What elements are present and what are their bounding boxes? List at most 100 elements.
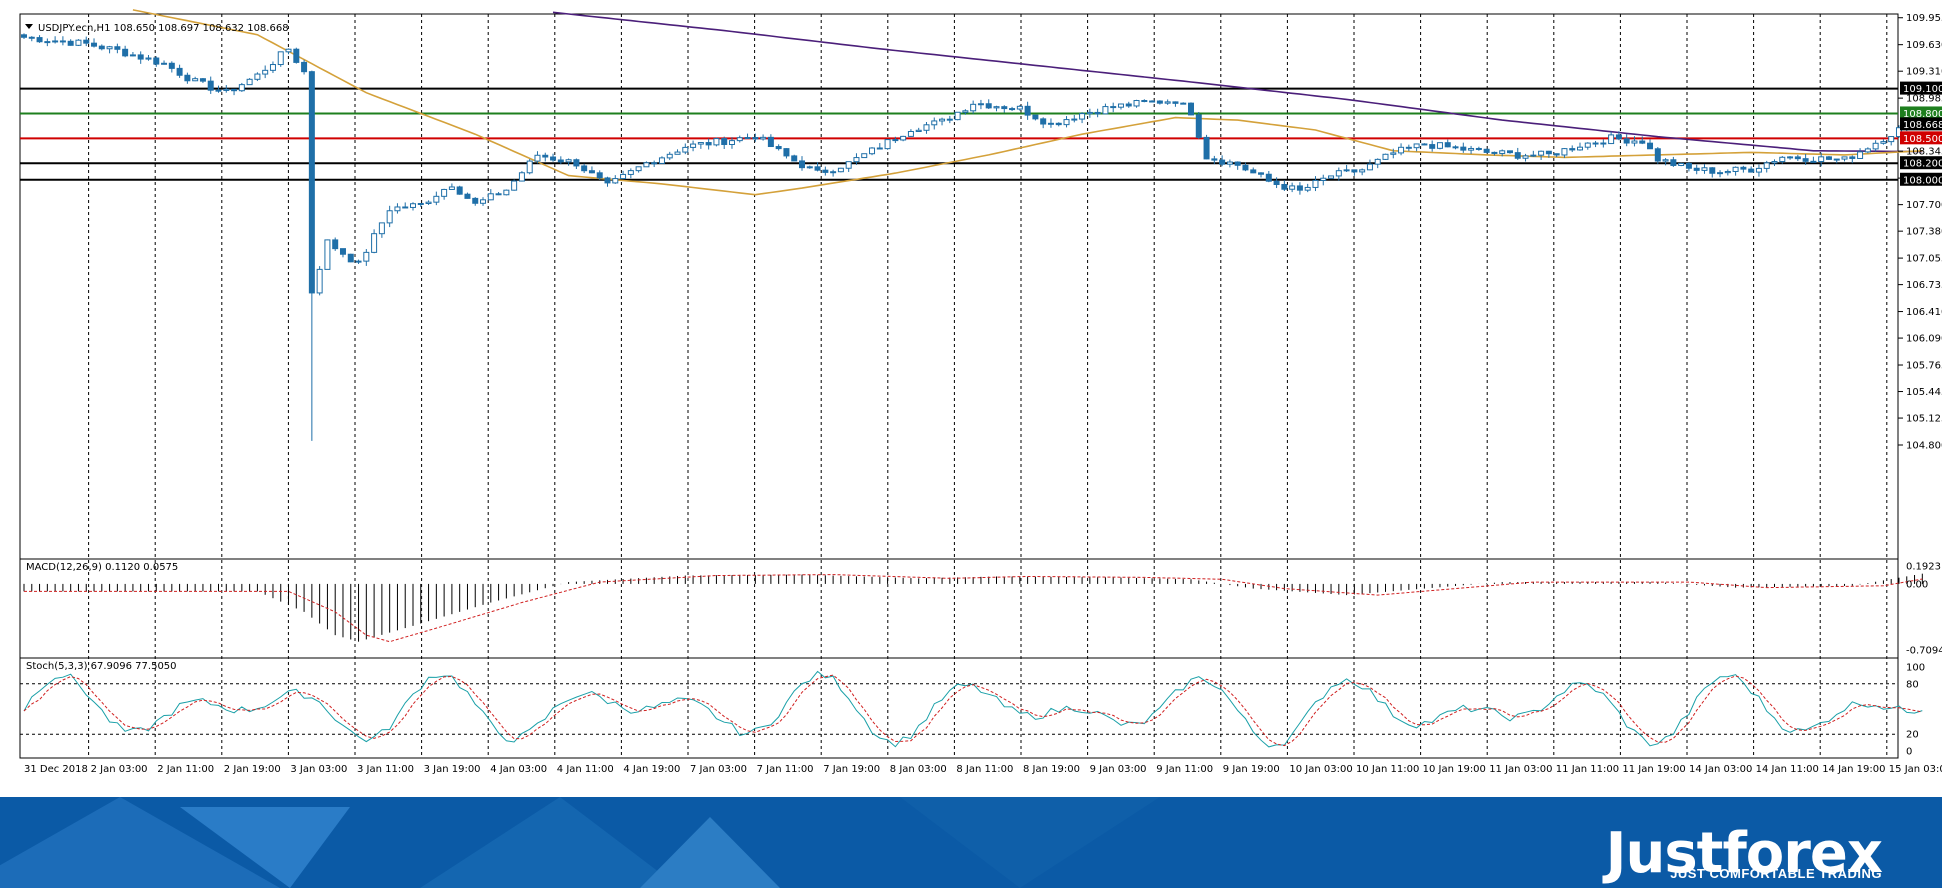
candle-body (884, 139, 891, 150)
candle-body (28, 36, 35, 39)
price-tick-label: 106.410 (1906, 307, 1942, 318)
candle-body (1234, 161, 1241, 166)
candle-body (1662, 159, 1669, 162)
price-tick-label: 109.310 (1906, 67, 1942, 78)
candle-body (1514, 152, 1521, 159)
candle-body (1328, 175, 1335, 179)
time-label: 2 Jan 11:00 (157, 764, 214, 775)
candle-body (651, 162, 658, 165)
candle-body (1654, 148, 1661, 162)
candle-body (1281, 183, 1288, 190)
price-tick-label: 107.380 (1906, 227, 1942, 238)
stoch-tick-label: 0 (1906, 747, 1912, 758)
candle-body (417, 202, 424, 205)
candle-body (1242, 164, 1249, 171)
candle-body (1771, 161, 1778, 164)
candle-body (1024, 105, 1031, 116)
candle-body (1483, 148, 1490, 153)
macd-label: MACD(12,26,9) 0.1120 0.0575 (26, 562, 178, 573)
candle-body (565, 159, 572, 163)
macd-tick-label: -0.7094 (1906, 646, 1942, 657)
candle-body (713, 138, 720, 146)
candle-body (425, 201, 432, 204)
candle-body (176, 67, 183, 76)
candle-body (1040, 118, 1047, 125)
stochastic-lines: 100 80 20 0 (20, 663, 1925, 758)
time-label: 8 Jan 19:00 (1023, 764, 1080, 775)
time-label: 4 Jan 19:00 (623, 764, 680, 775)
stoch-tick-label: 20 (1906, 730, 1919, 741)
candle-body (939, 118, 946, 122)
candle-body (830, 171, 837, 174)
candle-body (837, 167, 844, 173)
candle-body (1180, 102, 1187, 105)
candle-body (378, 222, 385, 235)
candle-body (83, 39, 90, 44)
candle-body (285, 48, 292, 53)
price-tick-label: 108.345 (1906, 147, 1942, 158)
candle-body (1429, 144, 1436, 149)
candle-body (1818, 156, 1825, 162)
current-price-badge (1900, 117, 1942, 131)
candle-body (1779, 156, 1786, 163)
time-label: 31 Dec 2018 (24, 764, 88, 775)
candle-body (1296, 185, 1303, 191)
candle-body (1094, 111, 1101, 115)
candle-body (316, 268, 323, 294)
candle-body (1763, 162, 1770, 169)
level-badge-label: 108.000 (1903, 175, 1942, 186)
candle-body (1141, 100, 1148, 103)
candle-body (448, 186, 455, 190)
candle-body (752, 137, 759, 140)
candle-body (1452, 146, 1459, 149)
vertical-grid (88, 14, 1888, 758)
candle-body (697, 142, 704, 145)
candle-body (674, 151, 681, 155)
price-tick-label: 106.735 (1906, 280, 1942, 291)
candle-body (1724, 170, 1731, 174)
candle-body (682, 146, 689, 153)
candle-body (371, 233, 378, 253)
level-badge-label: 108.500 (1903, 134, 1942, 145)
current-price-label: 108.668 (1903, 120, 1942, 131)
stoch-d-line (23, 674, 1923, 747)
level-badge (1900, 172, 1942, 186)
dropdown-triangle-icon[interactable] (25, 24, 33, 29)
candle-body (604, 177, 611, 184)
candle-body (1164, 101, 1171, 104)
candle-body (799, 160, 805, 169)
time-label: 15 Jan 03:00 (1889, 764, 1942, 775)
candle-body (1117, 103, 1124, 108)
time-label: 7 Jan 03:00 (690, 764, 747, 775)
candle-body (1701, 167, 1708, 171)
price-tick-label: 104.800 (1906, 441, 1942, 452)
candle-body (1156, 100, 1163, 104)
candle-body (262, 69, 269, 75)
candle-body (1071, 118, 1078, 121)
decor-shape (180, 807, 350, 888)
candle-body (1047, 122, 1054, 125)
candle-body (1499, 150, 1506, 154)
price-tick-label: 109.955 (1906, 13, 1942, 24)
price-level-badges: 109.100 108.800 108.500 108.200 108.000 108.6… (1900, 81, 1942, 186)
candle-body (1460, 146, 1467, 151)
candle-body (456, 186, 463, 195)
candle-body (1584, 142, 1591, 148)
candle-body (962, 110, 969, 113)
candle-body (472, 197, 479, 204)
candle-body (161, 62, 168, 65)
time-label: 9 Jan 11:00 (1156, 764, 1213, 775)
candle-body (1732, 166, 1739, 172)
candle-body (705, 142, 712, 146)
time-label: 2 Jan 19:00 (224, 764, 281, 775)
price-tick-label: 105.445 (1906, 387, 1942, 398)
time-label: 9 Jan 03:00 (1090, 764, 1147, 775)
candle-body (129, 54, 136, 57)
candle-body (1001, 106, 1008, 110)
candle-body (386, 210, 393, 224)
candle-body (52, 40, 59, 43)
candle-body (900, 135, 907, 141)
candle-body (1685, 162, 1692, 169)
candle-body (238, 84, 245, 92)
candle-body (1468, 147, 1475, 151)
